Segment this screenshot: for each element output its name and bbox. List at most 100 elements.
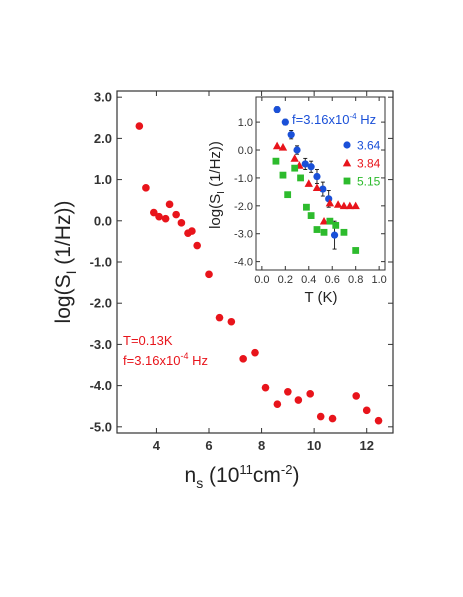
main-x-tick-label: 4 [153,438,161,453]
inset-data-point-square [332,221,340,229]
main-y-tick-label: 1.0 [94,172,112,187]
inset-data-point-square [284,191,292,199]
inset-data-point-square [307,212,315,219]
main-x-tick-label: 6 [205,438,212,453]
legend-label: 5.15 [357,175,381,189]
inset-data-points [272,105,360,254]
legend-label: 3.64 [357,139,381,153]
inset-y-tick-label: 1.0 [238,117,253,129]
main-data-point [261,383,270,392]
inset-plot-frame [255,96,386,271]
main-annotation-frequency-unit: Hz [188,353,208,368]
main-x-axis-title-main: n [185,464,197,487]
main-x-axis-title-sup2: -2 [281,462,293,477]
inset-x-tick-label: 0.8 [348,274,363,286]
inset-data-point-triangle [278,143,288,151]
inset-x-axis-title: T (K) [304,289,337,306]
inset-legend: 3.64 3.84 5.15 [342,139,381,189]
inset-data-point-triangle [304,179,313,187]
main-y-tick-label: 3.0 [94,90,112,105]
inset-annotation-frequency-unit: Hz [357,112,377,127]
main-x-tick-label: 10 [307,438,321,453]
inset-y-tick-label: -4.0 [234,257,253,269]
main-data-point [316,412,325,421]
inset-y-axis-title-main: log(S [207,194,224,229]
main-data-point [177,219,186,227]
inset-y-axis-title: log(SI (1/Hz)) [207,141,227,229]
inset-data-point-square [291,164,299,172]
main-data-point [150,208,158,217]
legend-marker-circle [343,141,351,149]
inset-data-point-circle [330,231,339,239]
inset-data-point-circle [301,160,309,168]
main-y-axis-title: log(SI (1/Hz)) [52,201,79,324]
main-y-tick-label: 2.0 [94,131,112,146]
main-data-point [161,214,170,223]
inset-x-tick-label: 0.0 [254,274,269,286]
inset-data-point-square [340,228,348,236]
main-data-point [135,122,144,130]
main-y-tick-label: -4.0 [90,378,112,393]
main-data-point [142,184,150,192]
main-ticks: 4 6 8 10 12 3.0 2.0 1.0 0.0 -1.0 -2.0 -3.0 -4.0 -5.0 [90,90,393,453]
inset-annotation-frequency-main: f=3.16x10 [292,112,349,127]
inset-data-point-triangle [325,198,335,207]
main-y-axis-title-units: (1/Hz)) [52,201,75,271]
main-y-axis-title-sub: I [63,271,79,275]
main-x-tick-label: 12 [359,438,373,453]
main-y-tick-label: -2.0 [90,296,112,311]
inset-data-point-triangle [272,141,282,150]
main-x-axis-title-units: (10 [203,464,239,487]
inset-y-axis-title-sub: I [216,191,227,194]
inset-y-tick-label: -3.0 [234,229,253,241]
main-data-point [352,392,361,400]
inset-y-axis-title-units: (1/Hz)) [207,141,224,191]
inset-data-point-square [313,226,321,233]
inset-data-point-square [320,228,328,236]
main-y-tick-label: -3.0 [90,337,112,352]
main-data-point [215,313,224,322]
main-data-point [193,241,201,250]
inset-annotation-frequency-sup: -4 [349,112,357,121]
inset-data-point-circle [319,185,327,193]
inset-data-point-square [297,174,304,182]
inset-y-tick-label: 0.0 [238,145,253,157]
main-y-axis-title-main: log(S [52,274,75,323]
inset-data-point-square [303,203,310,211]
inset-data-point-circle [281,118,289,126]
inset-data-point-square [326,217,334,225]
main-y-tick-label: 0.0 [94,213,112,228]
inset-data-point-circle [293,146,301,154]
inset-data-point-triangle [319,216,329,225]
inset-data-point-triangle [333,200,343,208]
main-data-point [362,406,371,415]
inset-y-tick-label: -2.0 [234,201,253,213]
main-x-axis-title-sup: 11 [239,462,253,477]
main-data-point [165,200,174,209]
inset-data-point-circle [307,163,315,171]
main-data-points [135,122,383,425]
inset-data-point-circle [273,105,281,114]
inset-y-tick-label: -1.0 [234,173,253,185]
main-data-point [155,212,163,221]
main-data-point [205,270,213,279]
main-annotation-temperature: T=0.13K [123,333,173,348]
inset-data-point-triangle [345,201,355,210]
main-data-point [284,387,292,396]
main-data-point [273,400,282,408]
main-data-point [251,348,259,357]
inset-ticks: 0.0 0.2 0.4 0.6 0.8 1.0 1.0 0.0 -1.0 -2.0 -3.0 -4.0 [234,97,387,286]
main-x-axis-title: ns (1011cm-2) [185,462,300,491]
inset-data-point-triangle [290,154,299,162]
legend-marker-triangle [342,158,352,167]
main-data-point [227,317,236,326]
main-data-point [306,390,315,398]
legend-marker-square [343,177,351,185]
inset-data-point-square [272,157,280,165]
main-annotation-frequency-main: f=3.16x10 [123,353,180,368]
main-x-tick-label: 8 [258,438,265,453]
inset-data-point-circle [313,172,321,181]
legend-label: 3.84 [357,157,381,171]
main-annotation-frequency: f=3.16x10-4 Hz [123,351,208,368]
